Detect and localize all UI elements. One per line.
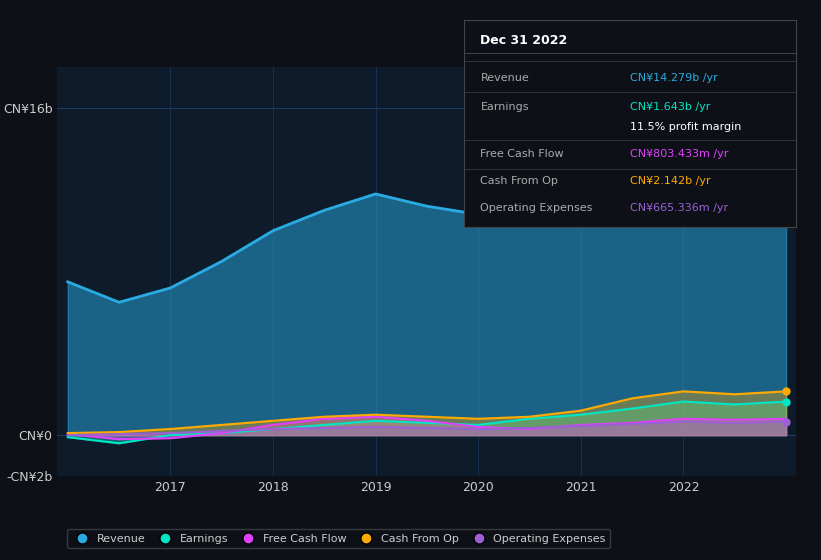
Text: Cash From Op: Cash From Op xyxy=(480,176,558,186)
Text: Earnings: Earnings xyxy=(480,101,529,111)
Text: Revenue: Revenue xyxy=(480,73,530,83)
Text: Free Cash Flow: Free Cash Flow xyxy=(480,150,564,159)
Text: CN¥803.433m /yr: CN¥803.433m /yr xyxy=(631,150,728,159)
Legend: Revenue, Earnings, Free Cash Flow, Cash From Op, Operating Expenses: Revenue, Earnings, Free Cash Flow, Cash … xyxy=(67,529,610,548)
Text: Dec 31 2022: Dec 31 2022 xyxy=(480,34,568,47)
Text: Operating Expenses: Operating Expenses xyxy=(480,203,593,213)
Text: CN¥665.336m /yr: CN¥665.336m /yr xyxy=(631,203,728,213)
Text: CN¥2.142b /yr: CN¥2.142b /yr xyxy=(631,176,711,186)
Text: 11.5% profit margin: 11.5% profit margin xyxy=(631,122,741,132)
Text: CN¥1.643b /yr: CN¥1.643b /yr xyxy=(631,101,710,111)
Text: CN¥14.279b /yr: CN¥14.279b /yr xyxy=(631,73,718,83)
